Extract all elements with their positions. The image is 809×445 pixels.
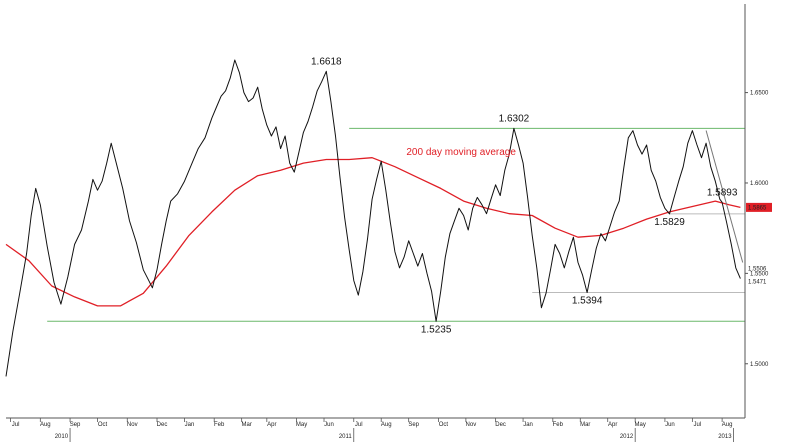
moving-average-label: 200 day moving average	[406, 147, 516, 158]
price-annotation: 1.5829	[654, 217, 685, 228]
x-tick-label: Aug	[722, 422, 733, 428]
value-labels: 1.5865 1.5506 1.5471	[746, 202, 772, 286]
x-tick-label: Jul	[355, 422, 363, 428]
x-tick-label: Sep	[70, 422, 81, 428]
x-tick-label: May	[296, 422, 307, 428]
y-axis: 1.5000 1.5500 1.6000 1.6500	[744, 4, 769, 418]
y-tick-label: 1.6500	[750, 91, 769, 97]
x-tick-label: Apr	[608, 422, 617, 428]
x-tick-label: Jun	[665, 422, 675, 428]
reference-lines	[47, 127, 745, 322]
price-annotation: 1.5394	[572, 296, 603, 307]
x-tick-label: Sep	[408, 422, 419, 428]
x-tick-label: Apr	[267, 422, 276, 428]
x-tick-label: Oct	[439, 422, 449, 428]
x-year-label: 2013	[718, 434, 732, 440]
x-tick-label: Nov	[127, 422, 138, 428]
x-tick-label: Nov	[466, 422, 477, 428]
price-annotation: 1.6302	[499, 113, 530, 124]
x-tick-label: Feb	[214, 422, 225, 428]
x-tick-label: Mar	[580, 422, 590, 428]
value-label: 1.5506	[748, 266, 767, 272]
trend-line	[705, 130, 744, 263]
x-tick-label: Jul	[694, 422, 702, 428]
y-tick-label: 1.5000	[750, 362, 769, 368]
x-tick-label: Mar	[241, 422, 251, 428]
price-annotation: 1.6618	[311, 56, 342, 67]
x-tick-label: Jul	[12, 422, 20, 428]
x-axis: Jul Aug Sep Oct Nov Dec Jan Feb Mar Apr May Jun Jul A…	[6, 417, 745, 442]
x-year-label: 2011	[339, 434, 353, 440]
value-label: 1.5865	[748, 205, 767, 211]
x-tick-label: Oct	[98, 422, 108, 428]
x-tick-label: Jun	[324, 422, 334, 428]
price-annotation: 1.5235	[421, 324, 452, 335]
y-tick-label: 1.6000	[750, 181, 769, 187]
price-line	[5, 59, 741, 377]
x-tick-label: Dec	[157, 422, 168, 428]
x-tick-label: Jan	[185, 422, 195, 428]
annotations: 1.6618 1.6302 1.5893 1.5829 1.5394 1.5235 200 …	[311, 56, 738, 335]
x-year-label: 2010	[55, 434, 69, 440]
moving-average-series	[5, 157, 741, 307]
x-tick-label: Feb	[553, 422, 564, 428]
moving-average-line	[5, 157, 741, 307]
price-series	[5, 59, 741, 377]
x-tick-label: Aug	[381, 422, 392, 428]
x-tick-label: Aug	[40, 422, 51, 428]
x-tick-label: Jan	[523, 422, 533, 428]
x-tick-label: May	[635, 422, 646, 428]
value-label-box	[746, 202, 772, 212]
x-tick-label: Dec	[495, 422, 506, 428]
trend-line-group	[705, 130, 744, 263]
y-tick-label: 1.5500	[750, 271, 769, 277]
value-label: 1.5471	[748, 280, 767, 286]
price-annotation: 1.5893	[707, 187, 738, 198]
x-year-label: 2012	[620, 434, 634, 440]
